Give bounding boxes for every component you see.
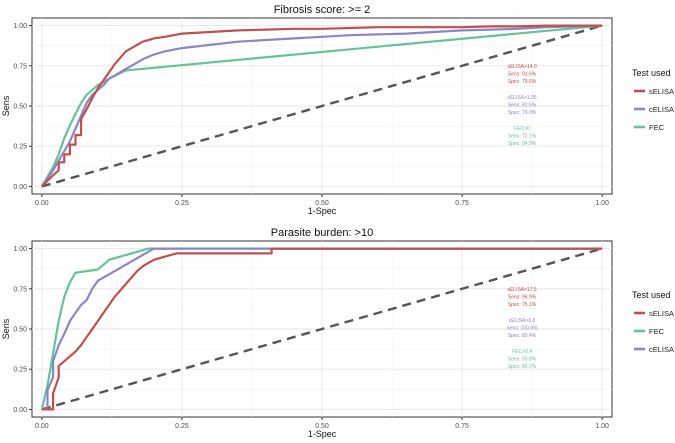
annotation-celisa-line-3: Spec: 79.0% [508, 110, 537, 116]
annotation-celisa-line-2: Sens: 82.6% [508, 103, 537, 109]
y-tick-label: 0.50 [13, 104, 27, 111]
annotation-fec-line-1: FEC>0 [514, 126, 530, 132]
x-tick-label: 0.75 [455, 200, 469, 207]
series-line-celisa [40, 24, 603, 188]
annotation-celisa-line-3: Spec: 80.4% [508, 333, 537, 339]
x-tick-label: 0.50 [315, 200, 329, 207]
chart-panel-1: 0.00 0.25 0.50 0.75 1.00 0.00 0.25 0.50 0.75 1.00… [1, 4, 674, 216]
annotation-fec-line-3: Spec: 84.8% [508, 141, 537, 147]
x-tick-label: 0.50 [315, 423, 329, 430]
annotation-fec-line-2: Sens: 93.8% [508, 357, 537, 363]
legend-title: Test used [632, 290, 671, 300]
y-axis-label: Sens [1, 318, 11, 339]
annotation-selisa-line-2: Sens: 96.9% [508, 295, 537, 301]
y-tick-label: 0.25 [13, 367, 27, 374]
annotation-selisa-line-3: Spec: 79.6% [508, 79, 537, 85]
x-tick-label: 1.00 [595, 200, 609, 207]
annotation-selisa-line-1: sELISA>17.5 [507, 287, 537, 293]
annotation-selisa-line-1: sELISA>14.0 [507, 64, 537, 70]
y-tick-label: 0.25 [13, 144, 27, 151]
legend-label-selisa: sELISA [649, 309, 674, 318]
x-tick-label: 1.00 [595, 423, 609, 430]
annotation-fec-line-1: FEC>0.4 [512, 349, 532, 355]
reference-diagonal [41, 24, 603, 188]
annotation-celisa-line-2: Sens: 100.0% [506, 326, 538, 332]
annotation-fec-line-2: Sens: 72.1% [508, 134, 537, 140]
legend-title: Test used [632, 68, 671, 78]
legend-label-celisa: cELISA [649, 105, 674, 114]
y-tick-label: 1.00 [13, 23, 27, 30]
chart-title: Parasite burden: >10 [271, 227, 373, 239]
x-tick-label: 0.75 [455, 423, 469, 430]
x-tick-label: 0.00 [35, 423, 49, 430]
series-line-fec [40, 247, 603, 410]
y-axis-label: Sens [1, 95, 11, 116]
x-axis-label: 1-Spec [308, 429, 337, 439]
y-tick-label: 0.75 [13, 286, 27, 293]
x-tick-label: 0.00 [35, 200, 49, 207]
x-tick-label: 0.25 [175, 200, 189, 207]
x-axis-label: 1-Spec [308, 206, 337, 216]
legend-label-fec: FEC [649, 123, 665, 132]
annotation-celisa-line-1: cELISA>6.8 [509, 318, 536, 324]
annotation-fec-line-3: Spec: 86.7% [508, 364, 537, 370]
legend-label-fec: FEC [649, 327, 665, 336]
series-line-selisa [41, 24, 603, 188]
y-tick-label: 0.00 [13, 184, 27, 191]
reference-diagonal [41, 247, 603, 411]
y-tick-label: 0.75 [13, 63, 27, 70]
y-tick-label: 1.00 [13, 246, 27, 253]
annotation-selisa-line-2: Sens: 91.6% [508, 72, 537, 78]
x-tick-label: 0.25 [175, 423, 189, 430]
y-tick-label: 0.50 [13, 327, 27, 334]
chart-title: Fibrosis score: >= 2 [274, 4, 371, 16]
legend-label-celisa: cELISA [649, 345, 674, 354]
legend-label-selisa: sELISA [649, 87, 674, 96]
annotation-celisa-line-1: cELISA>1.05 [507, 95, 537, 101]
chart-panel-2: 0.00 0.25 0.50 0.75 1.00 0.00 0.25 0.50 0.75 1.00… [1, 227, 674, 439]
series-line-celisa [41, 247, 603, 411]
y-tick-label: 0.00 [13, 407, 27, 414]
series-line-selisa [41, 247, 603, 411]
annotation-selisa-line-3: Spec: 75.1% [508, 302, 537, 308]
